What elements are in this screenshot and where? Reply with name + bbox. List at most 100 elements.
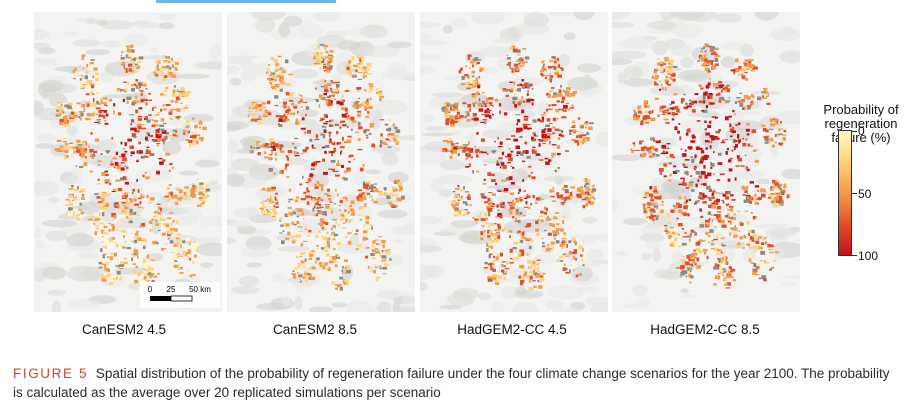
forest-patch [327, 53, 330, 55]
forest-patch [387, 146, 392, 148]
forest-patch [566, 90, 570, 93]
forest-patch [486, 108, 490, 111]
forest-patch [463, 144, 469, 146]
forest-patch [700, 55, 703, 57]
terrain-relief [276, 147, 300, 159]
forest-patch [307, 130, 312, 134]
forest-patch [315, 202, 319, 206]
forest-patch [468, 141, 470, 145]
forest-patch [337, 284, 342, 288]
forest-patch [668, 232, 672, 236]
forest-patch [200, 203, 205, 205]
forest-patch [571, 104, 574, 108]
forest-patch [765, 129, 769, 133]
forest-patch [649, 208, 655, 213]
forest-patch [316, 244, 319, 247]
forest-patch [145, 262, 150, 266]
forest-patch [179, 271, 184, 274]
terrain-relief [101, 206, 118, 223]
forest-patch [758, 277, 763, 280]
forest-patch [288, 212, 294, 216]
forest-patch [748, 246, 754, 249]
forest-patch [703, 92, 708, 96]
forest-patch [688, 198, 691, 201]
terrain-relief [439, 188, 453, 198]
forest-patch [763, 88, 768, 90]
forest-patch [499, 161, 503, 163]
forest-patch [377, 92, 382, 96]
forest-patch [681, 270, 684, 273]
forest-patch [497, 225, 501, 230]
forest-patch [453, 214, 459, 217]
forest-patch [129, 145, 134, 149]
forest-patch [365, 246, 370, 249]
terrain-relief [636, 298, 651, 308]
forest-patch [688, 257, 693, 261]
forest-patch [199, 194, 201, 197]
terrain-relief [313, 12, 341, 22]
terrain-relief [393, 239, 403, 244]
forest-patch [354, 233, 358, 235]
forest-patch [285, 91, 290, 96]
forest-patch [738, 230, 741, 232]
forest-patch [540, 272, 544, 276]
forest-patch [450, 201, 455, 204]
forest-patch [683, 205, 688, 210]
forest-patch [730, 135, 733, 138]
forest-patch [721, 224, 727, 228]
forest-patch [677, 209, 683, 213]
forest-patch [668, 66, 672, 69]
forest-patch [746, 197, 748, 200]
forest-patch [139, 150, 143, 154]
forest-patch [546, 108, 548, 112]
forest-patch [545, 217, 551, 221]
forest-patch [451, 203, 454, 206]
forest-patch [332, 225, 337, 229]
forest-patch [708, 235, 711, 237]
forest-patch [266, 67, 269, 71]
forest-patch [462, 102, 467, 105]
forest-patch [507, 201, 512, 204]
forest-patch [124, 262, 128, 264]
forest-patch [662, 113, 666, 115]
forest-patch [145, 87, 148, 90]
forest-patch [689, 233, 693, 236]
forest-patch [328, 55, 333, 60]
forest-patch [754, 193, 757, 197]
forest-patch [699, 239, 703, 242]
forest-patch [275, 199, 279, 201]
forest-patch [686, 254, 690, 259]
forest-patch [558, 129, 563, 132]
forest-patch [494, 98, 499, 102]
forest-patch [321, 235, 324, 238]
forest-patch [571, 139, 576, 142]
legend-ticklabel-0: 0 [858, 124, 865, 138]
forest-patch [452, 149, 457, 154]
forest-patch [710, 95, 713, 99]
forest-patch [592, 184, 595, 189]
forest-patch [472, 217, 475, 219]
forest-patch [134, 275, 139, 279]
forest-patch [101, 197, 105, 202]
terrain-relief [622, 217, 648, 226]
forest-patch [75, 165, 78, 167]
terrain-relief [38, 80, 64, 93]
forest-patch [135, 96, 138, 100]
forest-patch [728, 271, 734, 273]
forest-patch [101, 229, 105, 234]
forest-patch [358, 97, 361, 99]
forest-patch [328, 200, 332, 202]
terrain-relief [623, 36, 654, 50]
forest-patch [731, 198, 736, 201]
forest-patch [580, 132, 583, 134]
forest-patch [700, 222, 706, 224]
forest-patch [499, 103, 502, 107]
forest-patch [756, 238, 760, 241]
forest-patch [306, 190, 310, 193]
forest-patch [143, 265, 147, 269]
forest-patch [453, 105, 458, 110]
forest-patch [181, 108, 185, 111]
forest-patch [339, 218, 345, 221]
forest-patch [750, 212, 753, 214]
forest-patch [637, 115, 641, 118]
